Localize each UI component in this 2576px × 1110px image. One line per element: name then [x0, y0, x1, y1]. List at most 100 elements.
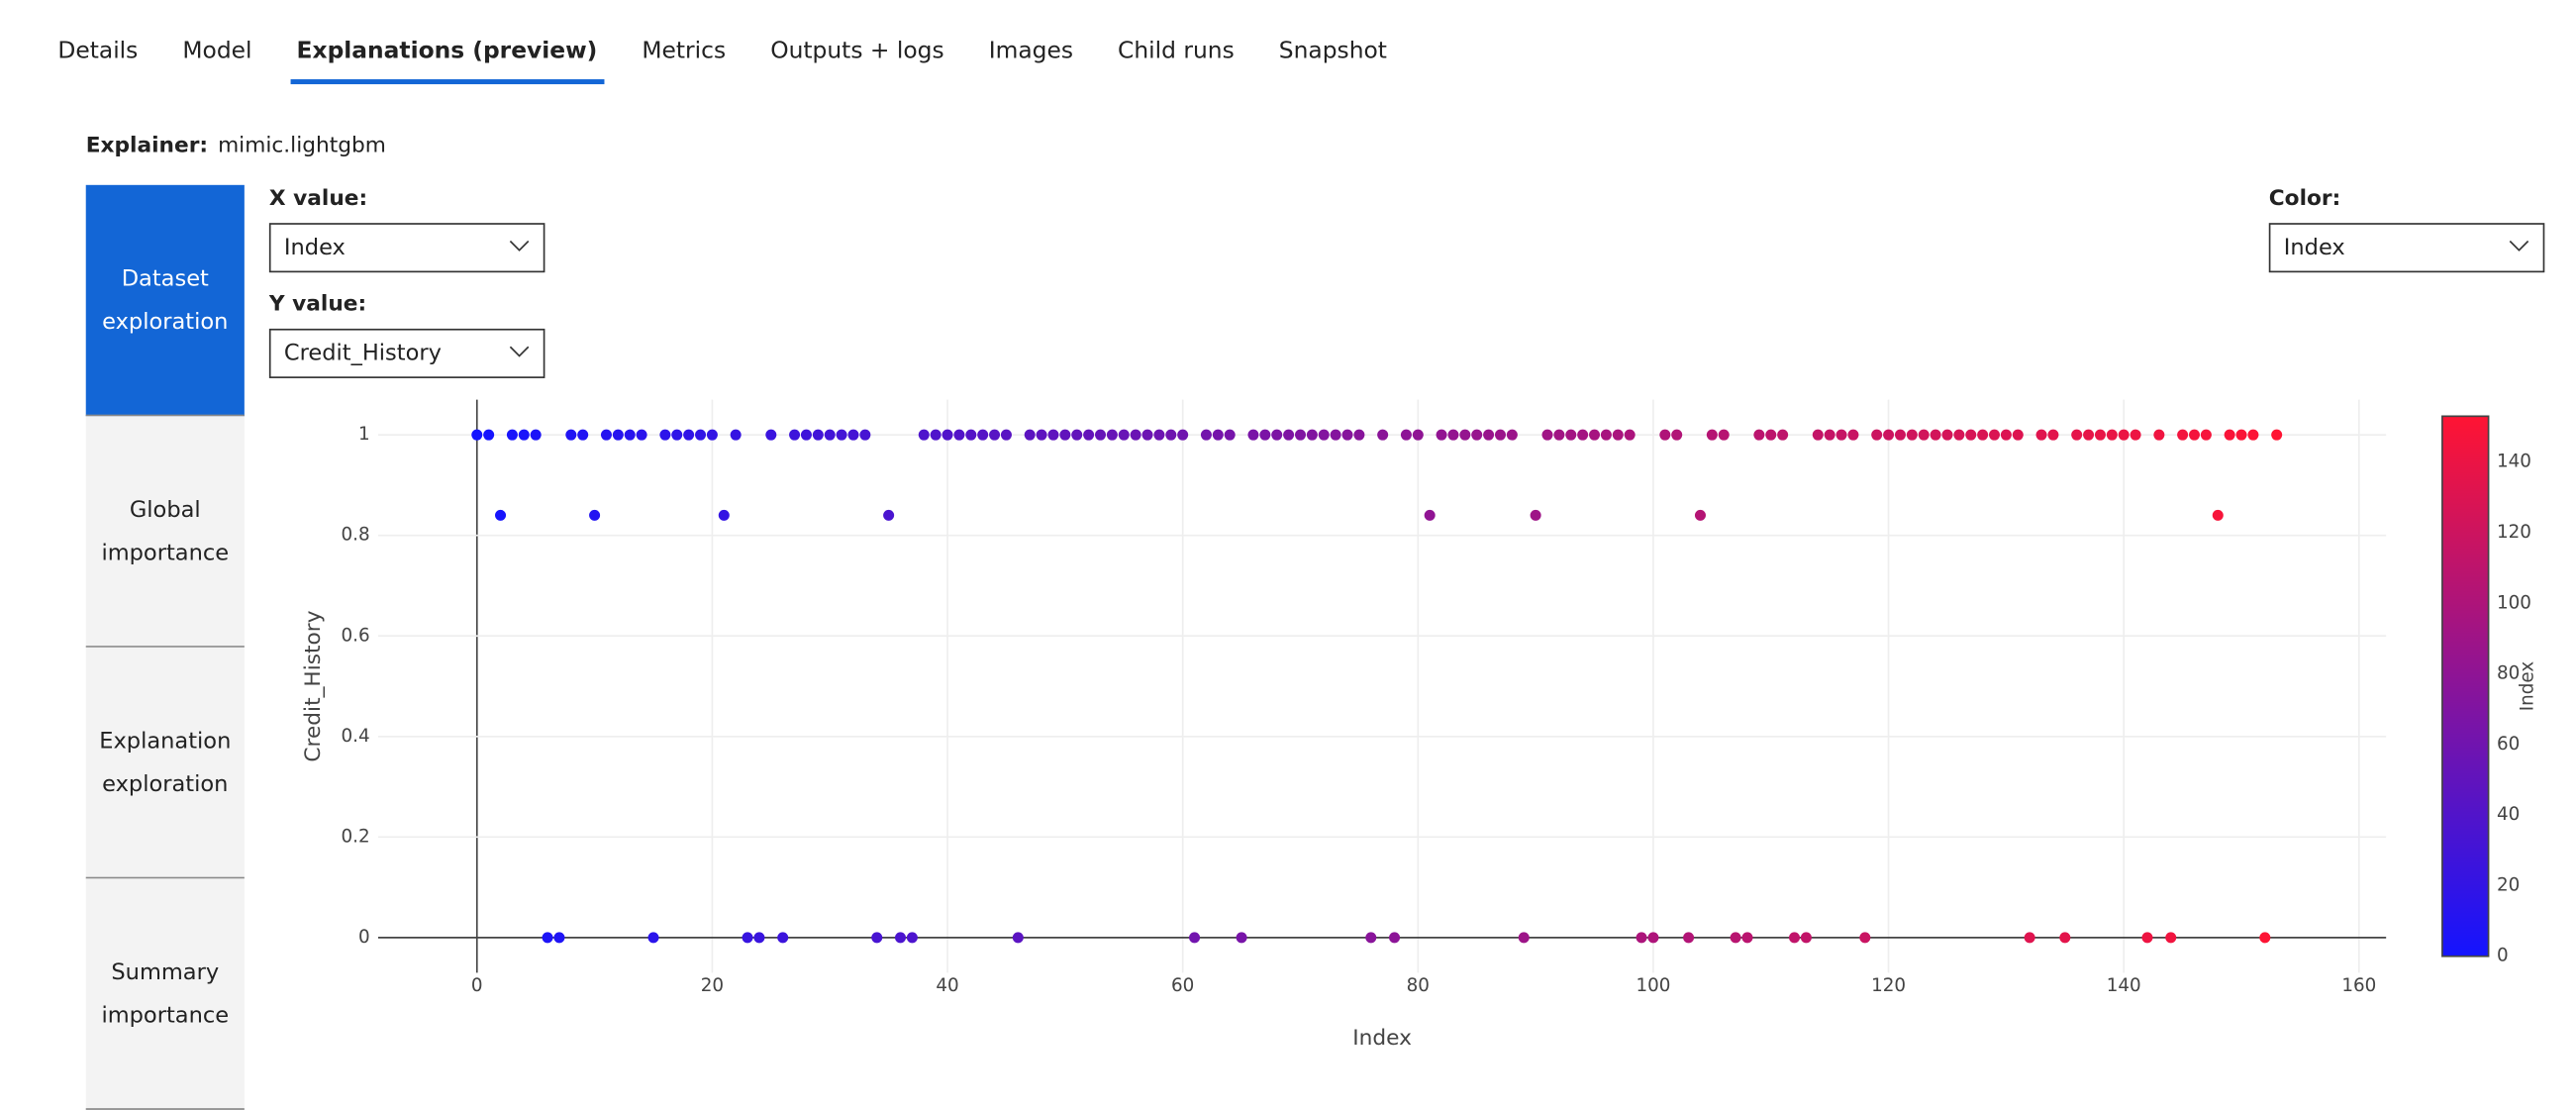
x-tick-label: 0	[471, 975, 483, 996]
point	[1518, 932, 1530, 944]
point	[1824, 429, 1835, 441]
point	[2047, 429, 2059, 441]
point	[2177, 429, 2189, 441]
point	[1694, 509, 1706, 521]
x-tick-label: 40	[936, 975, 958, 996]
point	[612, 429, 624, 441]
point	[553, 932, 565, 944]
point	[1294, 429, 1306, 441]
point	[1353, 429, 1365, 441]
point	[765, 429, 777, 441]
x-tick-label: 160	[2341, 975, 2376, 996]
explainer-value: mimic.lightgbm	[218, 134, 386, 159]
point	[2189, 429, 2201, 441]
point	[930, 429, 941, 441]
point	[2212, 509, 2224, 521]
point	[859, 429, 871, 441]
point	[1330, 429, 1341, 441]
point	[624, 429, 636, 441]
tab[interactable]: Model	[182, 38, 252, 65]
point	[683, 429, 695, 441]
colorbar-tick-label: 20	[2497, 874, 2520, 895]
point	[1000, 429, 1012, 441]
point	[1847, 429, 1859, 441]
point	[1635, 932, 1647, 944]
color-label: Color:	[2268, 186, 2341, 212]
point	[836, 429, 847, 441]
point	[506, 429, 518, 441]
point	[1436, 429, 1447, 441]
nav-item[interactable]: Explanation exploration	[85, 647, 245, 879]
chevron	[2509, 240, 2529, 252]
point	[1024, 429, 1036, 441]
point	[1141, 429, 1153, 441]
tab[interactable]: Details	[57, 38, 139, 65]
nav-item[interactable]: Dataset exploration	[85, 184, 245, 417]
point	[1106, 429, 1118, 441]
tab-bar: Details Model Explanations (preview) Metric…	[57, 35, 1387, 85]
point	[1177, 429, 1189, 441]
tab[interactable]: Metrics	[642, 38, 727, 65]
point	[1236, 932, 1247, 944]
point	[1459, 429, 1471, 441]
point	[742, 932, 753, 944]
point	[483, 429, 495, 441]
nav-item[interactable]: Summary importance	[85, 878, 245, 1110]
point	[1165, 429, 1177, 441]
chevron	[509, 240, 530, 252]
point	[1118, 429, 1130, 441]
color-dropdown[interactable]: Index	[2268, 223, 2545, 273]
chevron	[509, 346, 530, 357]
tab[interactable]: Explanations (preview)	[289, 35, 605, 85]
point	[1659, 429, 1671, 441]
y-tick-label: 0.4	[341, 726, 369, 747]
point	[1071, 429, 1083, 441]
point	[1800, 932, 1812, 944]
point	[1753, 429, 1765, 441]
point	[2271, 429, 2283, 441]
tab[interactable]: Snapshot	[1278, 38, 1387, 65]
colorbar-tick-label: 140	[2497, 452, 2531, 472]
point	[730, 429, 742, 441]
x-tick-label: 120	[1871, 975, 1906, 996]
point	[1918, 429, 1930, 441]
point	[1706, 429, 1718, 441]
point	[2165, 932, 2177, 944]
nav-item[interactable]: Global importance	[85, 416, 245, 648]
colorbar-tick-label: 120	[2497, 522, 2531, 543]
point	[1600, 429, 1612, 441]
point	[1565, 429, 1577, 441]
point	[542, 932, 553, 944]
point	[953, 429, 965, 441]
point	[1835, 429, 1847, 441]
point	[1589, 429, 1601, 441]
x-value-label: X value:	[268, 186, 368, 212]
point	[495, 509, 507, 521]
dropdown-value: Index	[283, 234, 346, 261]
point	[1412, 429, 1424, 441]
point	[1271, 429, 1283, 441]
point	[2130, 429, 2141, 441]
point	[1977, 429, 1989, 441]
point	[1012, 932, 1024, 944]
point	[1612, 429, 1624, 441]
tab[interactable]: Outputs + logs	[770, 38, 944, 65]
point	[1200, 429, 1212, 441]
point	[1683, 932, 1695, 944]
point	[1647, 932, 1659, 944]
colorbar-tick-label: 40	[2497, 804, 2520, 825]
point	[2235, 429, 2247, 441]
point	[883, 509, 895, 521]
dropdown-value: Credit_History	[283, 340, 442, 367]
colorbar-tick-label: 100	[2497, 592, 2531, 613]
y-value-dropdown[interactable]: Credit_History	[268, 328, 545, 378]
point	[1447, 429, 1459, 441]
tab[interactable]: Child runs	[1118, 38, 1235, 65]
point	[1189, 932, 1201, 944]
tab[interactable]: Images	[988, 38, 1074, 65]
x-value-dropdown[interactable]: Index	[268, 223, 545, 273]
point	[824, 429, 836, 441]
point	[471, 429, 483, 441]
y-tick-label: 0.2	[341, 826, 369, 847]
